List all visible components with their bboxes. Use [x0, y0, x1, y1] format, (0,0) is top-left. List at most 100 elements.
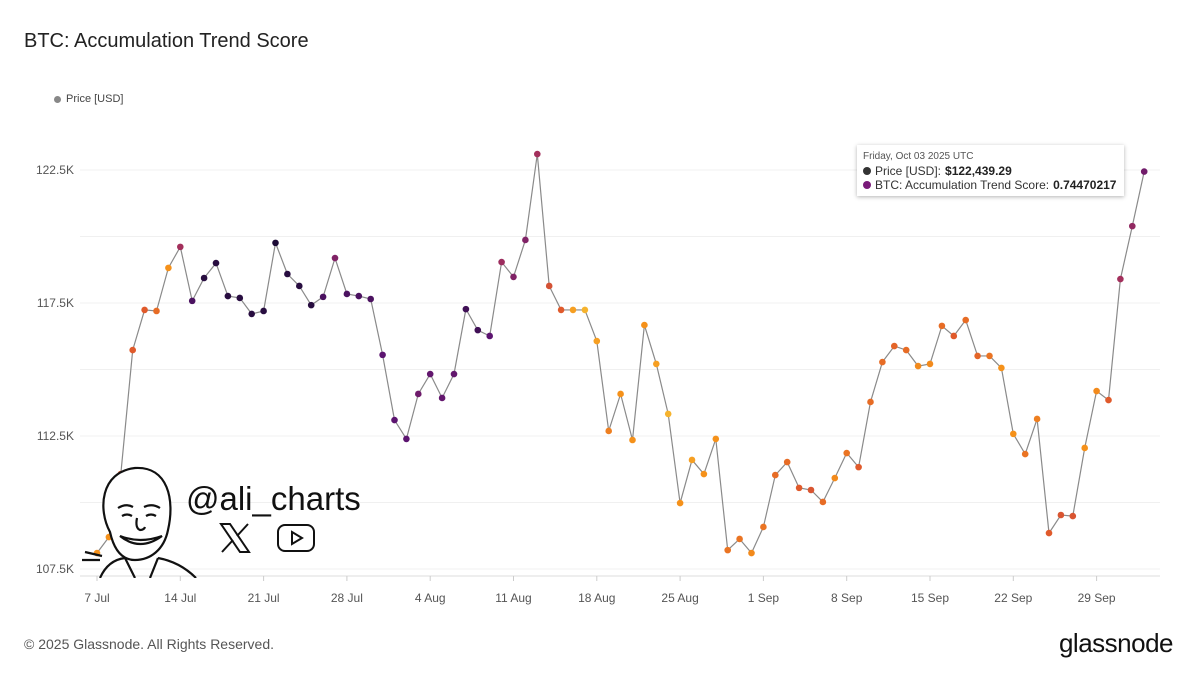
- x-icon: [219, 523, 251, 553]
- data-point[interactable]: [224, 292, 232, 300]
- data-point[interactable]: [974, 352, 981, 360]
- x-tick-label: 22 Sep: [994, 591, 1032, 605]
- x-tick-label: 1 Sep: [748, 591, 780, 605]
- tooltip-score-value: 0.74470217: [1053, 178, 1117, 192]
- tooltip-date: Friday, Oct 03 2025 UTC: [863, 151, 974, 162]
- data-point[interactable]: [486, 332, 494, 340]
- data-point[interactable]: [783, 458, 791, 466]
- data-point[interactable]: [736, 535, 743, 543]
- data-point[interactable]: [748, 549, 755, 557]
- data-point[interactable]: [141, 306, 148, 314]
- data-point[interactable]: [807, 486, 815, 494]
- data-point[interactable]: [284, 270, 291, 278]
- x-tick-label: 28 Jul: [331, 591, 363, 605]
- data-point[interactable]: [1069, 512, 1077, 520]
- legend-dot-icon: [54, 95, 61, 103]
- data-point[interactable]: [653, 360, 660, 368]
- data-point[interactable]: [307, 301, 315, 309]
- data-point[interactable]: [1010, 430, 1017, 438]
- data-point[interactable]: [605, 427, 612, 435]
- data-point[interactable]: [248, 310, 255, 318]
- data-point[interactable]: [712, 435, 720, 443]
- data-point[interactable]: [272, 239, 279, 247]
- data-point[interactable]: [153, 307, 160, 315]
- data-point[interactable]: [843, 449, 850, 457]
- data-point[interactable]: [1129, 222, 1136, 230]
- data-point[interactable]: [891, 342, 898, 350]
- data-point[interactable]: [998, 364, 1005, 372]
- data-point[interactable]: [641, 321, 648, 329]
- data-point[interactable]: [1021, 450, 1029, 458]
- data-point[interactable]: [129, 346, 136, 354]
- data-point[interactable]: [379, 351, 386, 359]
- data-point[interactable]: [867, 398, 874, 406]
- data-point[interactable]: [260, 307, 267, 315]
- data-point[interactable]: [617, 390, 624, 398]
- data-point[interactable]: [593, 337, 601, 345]
- data-point[interactable]: [426, 370, 434, 378]
- data-point[interactable]: [1105, 396, 1112, 404]
- data-point[interactable]: [165, 264, 172, 272]
- data-point[interactable]: [177, 243, 184, 251]
- x-tick-label: 25 Aug: [661, 591, 698, 605]
- data-point[interactable]: [1045, 529, 1053, 537]
- data-point[interactable]: [212, 259, 220, 267]
- data-point[interactable]: [236, 294, 244, 302]
- data-point[interactable]: [986, 352, 993, 360]
- y-tick-label: 112.5K: [37, 429, 74, 443]
- data-point[interactable]: [1033, 415, 1041, 423]
- glassnode-logo[interactable]: glassnode: [1058, 628, 1174, 658]
- data-point[interactable]: [343, 290, 351, 298]
- data-point[interactable]: [962, 316, 969, 324]
- data-point[interactable]: [534, 150, 541, 158]
- data-point[interactable]: [1117, 275, 1124, 283]
- data-point[interactable]: [664, 410, 672, 418]
- data-point[interactable]: [438, 394, 446, 402]
- data-point[interactable]: [902, 346, 910, 354]
- data-point[interactable]: [831, 474, 839, 482]
- data-point[interactable]: [581, 306, 589, 314]
- data-point[interactable]: [1081, 444, 1088, 452]
- data-point[interactable]: [319, 293, 327, 301]
- data-point[interactable]: [795, 484, 803, 492]
- data-point[interactable]: [403, 435, 410, 443]
- data-point[interactable]: [688, 456, 696, 464]
- data-point[interactable]: [522, 236, 529, 244]
- data-point[interactable]: [938, 322, 946, 330]
- data-point[interactable]: [724, 546, 731, 554]
- legend[interactable]: Price [USD]: [54, 93, 123, 105]
- data-point[interactable]: [569, 306, 577, 314]
- data-point[interactable]: [700, 470, 708, 478]
- data-point[interactable]: [462, 305, 470, 313]
- data-point[interactable]: [367, 295, 375, 303]
- data-point[interactable]: [914, 362, 922, 370]
- data-point[interactable]: [950, 332, 958, 340]
- chart-title: BTC: Accumulation Trend Score: [24, 30, 309, 52]
- data-point[interactable]: [331, 254, 339, 262]
- data-point[interactable]: [855, 463, 862, 471]
- data-point[interactable]: [926, 360, 934, 368]
- data-point[interactable]: [355, 292, 363, 300]
- data-point[interactable]: [188, 297, 196, 305]
- data-point[interactable]: [450, 370, 458, 378]
- data-point[interactable]: [676, 499, 684, 507]
- data-point[interactable]: [545, 282, 553, 290]
- tooltip-price-label: Price [USD]:: [875, 164, 942, 178]
- data-point[interactable]: [772, 471, 779, 479]
- data-point[interactable]: [760, 523, 767, 531]
- data-point[interactable]: [1057, 511, 1065, 519]
- data-point[interactable]: [200, 274, 208, 282]
- data-point[interactable]: [415, 390, 422, 398]
- data-point[interactable]: [498, 258, 505, 266]
- data-point[interactable]: [879, 358, 886, 366]
- data-point[interactable]: [629, 436, 636, 444]
- data-point[interactable]: [557, 306, 565, 314]
- data-point[interactable]: [1140, 168, 1148, 175]
- data-point[interactable]: [474, 326, 482, 334]
- data-point[interactable]: [296, 282, 303, 290]
- data-point[interactable]: [391, 416, 398, 424]
- data-point[interactable]: [510, 273, 517, 281]
- data-point[interactable]: [819, 498, 827, 506]
- data-point[interactable]: [1093, 387, 1100, 395]
